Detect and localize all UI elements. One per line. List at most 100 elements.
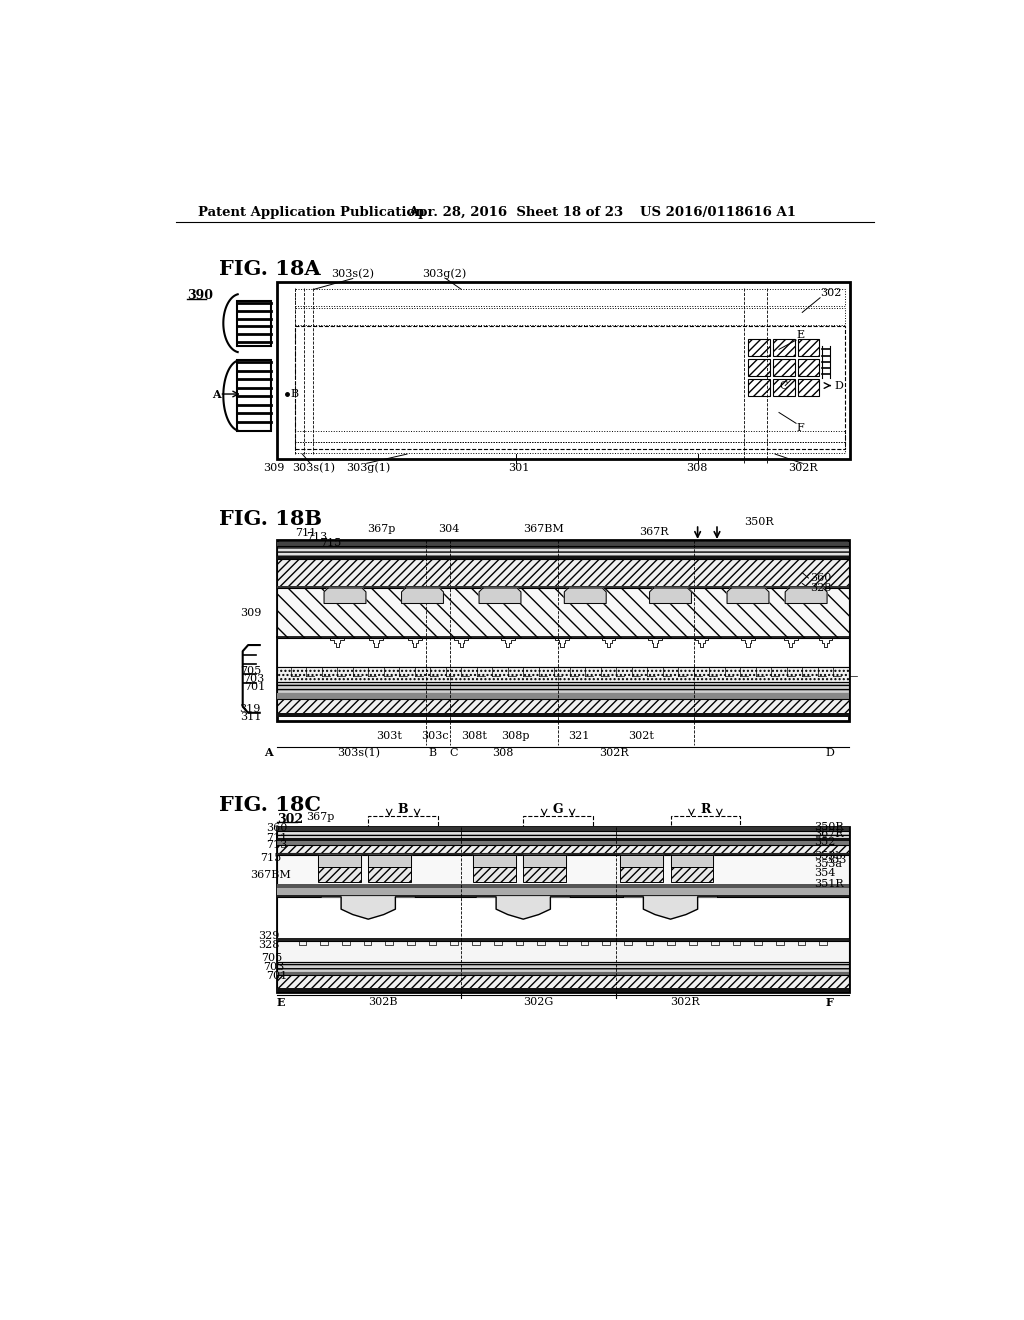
Text: B: B — [397, 804, 409, 816]
Text: 360: 360 — [266, 824, 288, 833]
Text: US 2016/0118616 A1: US 2016/0118616 A1 — [640, 206, 796, 219]
Bar — [276, 638, 849, 668]
Bar — [276, 589, 849, 638]
Bar — [276, 895, 849, 896]
Bar — [276, 884, 849, 888]
Bar — [798, 339, 819, 356]
Bar — [276, 586, 849, 589]
Bar — [276, 937, 849, 941]
Polygon shape — [477, 896, 569, 919]
Text: 354: 354 — [814, 869, 836, 878]
Text: 311: 311 — [241, 711, 262, 722]
Bar — [276, 962, 849, 972]
Bar — [748, 339, 770, 356]
Bar — [276, 888, 849, 895]
Text: 328: 328 — [810, 583, 831, 593]
Bar — [317, 867, 360, 882]
Bar — [663, 541, 725, 565]
Bar — [276, 541, 849, 546]
Text: 703: 703 — [243, 675, 264, 684]
Bar — [621, 867, 663, 882]
Bar — [276, 826, 849, 830]
Polygon shape — [473, 855, 515, 867]
Text: E: E — [796, 330, 804, 341]
Text: C: C — [779, 380, 787, 391]
Text: 303c: 303c — [421, 731, 449, 741]
Text: 302R: 302R — [599, 748, 629, 758]
Bar — [369, 816, 438, 838]
Text: 309: 309 — [241, 607, 262, 618]
Text: 353b: 353b — [814, 851, 843, 861]
Text: C: C — [450, 748, 458, 758]
Bar — [276, 838, 849, 841]
Bar — [276, 826, 849, 993]
Bar — [237, 301, 271, 346]
Text: 303g(1): 303g(1) — [346, 462, 391, 474]
Bar — [276, 989, 849, 993]
Text: 351R: 351R — [814, 879, 844, 888]
Text: 321: 321 — [568, 731, 590, 741]
Bar — [671, 816, 740, 838]
Polygon shape — [317, 855, 360, 867]
Text: FIG. 18A: FIG. 18A — [219, 259, 322, 279]
Text: 308t: 308t — [461, 731, 487, 741]
Polygon shape — [401, 589, 443, 603]
Bar — [295, 289, 845, 306]
Bar — [369, 867, 411, 882]
Bar — [773, 339, 795, 356]
Text: 328: 328 — [258, 940, 280, 950]
Polygon shape — [369, 855, 411, 867]
Text: 303t: 303t — [376, 731, 401, 741]
Polygon shape — [785, 589, 827, 603]
Bar — [276, 972, 849, 975]
Text: 302R: 302R — [671, 998, 700, 1007]
Text: A: A — [212, 388, 220, 400]
Text: 308: 308 — [493, 748, 514, 758]
Text: D: D — [825, 748, 835, 758]
Text: 353: 353 — [825, 855, 847, 865]
Text: B: B — [429, 748, 437, 758]
Text: 303g(2): 303g(2) — [423, 268, 467, 280]
Text: A: A — [263, 747, 272, 759]
Text: FIG. 18B: FIG. 18B — [219, 508, 323, 529]
Bar — [523, 816, 593, 838]
Text: 390: 390 — [187, 289, 213, 302]
Polygon shape — [322, 896, 415, 919]
Bar — [276, 693, 849, 700]
Bar — [773, 359, 795, 376]
Polygon shape — [727, 589, 769, 603]
Text: 705: 705 — [261, 953, 283, 962]
Bar — [276, 853, 849, 855]
Text: 713: 713 — [266, 841, 287, 850]
Text: 367R: 367R — [640, 527, 669, 537]
Text: FIG. 18C: FIG. 18C — [219, 795, 322, 816]
Text: 308: 308 — [686, 463, 708, 473]
Text: F: F — [825, 997, 834, 1008]
Text: 367p: 367p — [306, 812, 335, 822]
Text: 302: 302 — [820, 288, 842, 298]
Text: 353a: 353a — [814, 859, 842, 869]
Text: 302t: 302t — [628, 731, 653, 741]
Bar — [798, 379, 819, 396]
Text: 303s(1): 303s(1) — [337, 747, 380, 758]
Bar — [276, 896, 849, 940]
Bar — [276, 713, 849, 718]
Polygon shape — [621, 855, 663, 867]
Text: 303s(2): 303s(2) — [331, 269, 374, 279]
Text: 367p: 367p — [367, 524, 395, 533]
Bar — [295, 430, 845, 442]
Bar — [773, 379, 795, 396]
Text: 367BM: 367BM — [523, 524, 564, 533]
Text: 350R: 350R — [744, 517, 774, 527]
Text: 701: 701 — [245, 681, 265, 692]
Bar — [276, 841, 849, 845]
Text: 350R: 350R — [814, 822, 844, 832]
Text: 301: 301 — [508, 463, 529, 473]
Text: 715: 715 — [260, 853, 281, 862]
Bar — [276, 540, 849, 721]
Text: 319: 319 — [239, 704, 260, 714]
Bar — [748, 359, 770, 376]
Text: B: B — [290, 389, 298, 399]
Bar — [276, 700, 849, 714]
Bar — [276, 546, 849, 556]
